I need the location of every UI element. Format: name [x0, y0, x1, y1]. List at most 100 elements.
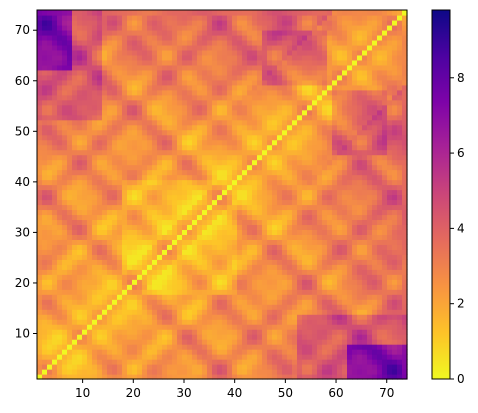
heatmap-cell [172, 299, 178, 305]
heatmap-cell [327, 279, 333, 285]
heatmap-cell [117, 114, 123, 121]
heatmap-cell [42, 49, 48, 56]
heatmap-cell [287, 274, 293, 280]
heatmap-cell [342, 129, 348, 136]
heatmap-cell [137, 299, 143, 305]
heatmap-cell [302, 209, 308, 216]
heatmap-cell [127, 369, 133, 375]
heatmap-cell [362, 189, 368, 196]
heatmap-cell [322, 199, 328, 206]
heatmap-cell [322, 359, 328, 365]
heatmap-cell [192, 79, 198, 86]
heatmap-cell [357, 74, 363, 81]
heatmap-cell [162, 154, 168, 161]
heatmap-cell [117, 159, 123, 166]
heatmap-cell [92, 114, 98, 121]
heatmap-cell [272, 139, 278, 146]
heatmap-cell [302, 29, 308, 36]
heatmap-cell [207, 249, 213, 255]
heatmap-cell [187, 354, 193, 360]
heatmap-cell [227, 294, 233, 300]
heatmap-cell [147, 359, 153, 365]
heatmap-cell [152, 214, 158, 221]
heatmap-cell [92, 134, 98, 141]
heatmap-cell [272, 39, 278, 46]
heatmap-cell [117, 109, 123, 116]
heatmap-cell [152, 274, 158, 280]
heatmap-cell [237, 69, 243, 76]
heatmap-cell [182, 304, 188, 310]
heatmap-cell [352, 189, 358, 196]
heatmap-cell [372, 354, 378, 360]
heatmap-cell [97, 64, 103, 71]
heatmap-cell [67, 69, 73, 76]
heatmap-cell [147, 124, 153, 131]
heatmap-cell [37, 164, 43, 171]
heatmap-cell [97, 159, 103, 166]
heatmap-cell [352, 324, 358, 330]
heatmap-cell [42, 69, 48, 76]
heatmap-cell [242, 289, 248, 295]
heatmap-cell [132, 369, 138, 375]
heatmap-cell [127, 174, 133, 181]
heatmap-cell [337, 259, 343, 265]
heatmap-cell [212, 39, 218, 46]
heatmap-cell [227, 304, 233, 310]
heatmap-cell [97, 214, 103, 221]
heatmap-cell [242, 374, 248, 380]
heatmap-cell [207, 74, 213, 81]
heatmap-cell [372, 259, 378, 265]
heatmap-cell [362, 229, 368, 235]
heatmap-cell [142, 324, 148, 330]
heatmap-cell [182, 334, 188, 340]
heatmap-cell [197, 324, 203, 330]
heatmap-cell [37, 169, 43, 176]
heatmap-cell [197, 319, 203, 325]
heatmap-cell [257, 74, 263, 81]
heatmap-cell [117, 374, 123, 380]
heatmap-cell [342, 179, 348, 186]
heatmap-cell [297, 154, 303, 161]
heatmap-cell [97, 44, 103, 51]
heatmap-cell [192, 304, 198, 310]
heatmap-cell [137, 144, 143, 151]
heatmap-cell [337, 39, 343, 46]
heatmap-cell [142, 374, 148, 380]
heatmap-cell [232, 10, 238, 16]
heatmap-cell [57, 84, 63, 91]
heatmap-cell [157, 314, 163, 320]
heatmap-cell [117, 359, 123, 365]
heatmap-cell [317, 274, 323, 280]
heatmap-cell [182, 314, 188, 320]
heatmap-cell [37, 84, 43, 91]
heatmap-cell [72, 149, 78, 156]
heatmap-cell [157, 174, 163, 181]
heatmap-cell [142, 139, 148, 146]
heatmap-cell [272, 369, 278, 375]
heatmap-cell [352, 114, 358, 121]
heatmap-cell [157, 59, 163, 66]
heatmap-cell [317, 234, 323, 240]
heatmap-cell [107, 284, 113, 290]
heatmap-cell [317, 229, 323, 235]
heatmap-cell [347, 209, 353, 216]
heatmap-cell [302, 284, 308, 290]
heatmap-cell [257, 374, 263, 380]
heatmap-cell [132, 24, 138, 31]
heatmap-cell [367, 259, 373, 265]
heatmap-cell [347, 359, 353, 365]
heatmap-cell [132, 229, 138, 235]
heatmap-cell [232, 69, 238, 76]
heatmap-cell [342, 349, 348, 355]
heatmap-cell [47, 279, 53, 285]
heatmap-cell [277, 369, 283, 375]
heatmap-cell [162, 359, 168, 365]
heatmap-cell [372, 274, 378, 280]
heatmap-cell [207, 44, 213, 51]
heatmap-cell [207, 39, 213, 46]
heatmap-cell [272, 64, 278, 71]
heatmap-cell [267, 79, 273, 86]
heatmap-cell [372, 224, 378, 231]
heatmap-cell [47, 214, 53, 221]
heatmap-cell [322, 89, 328, 96]
